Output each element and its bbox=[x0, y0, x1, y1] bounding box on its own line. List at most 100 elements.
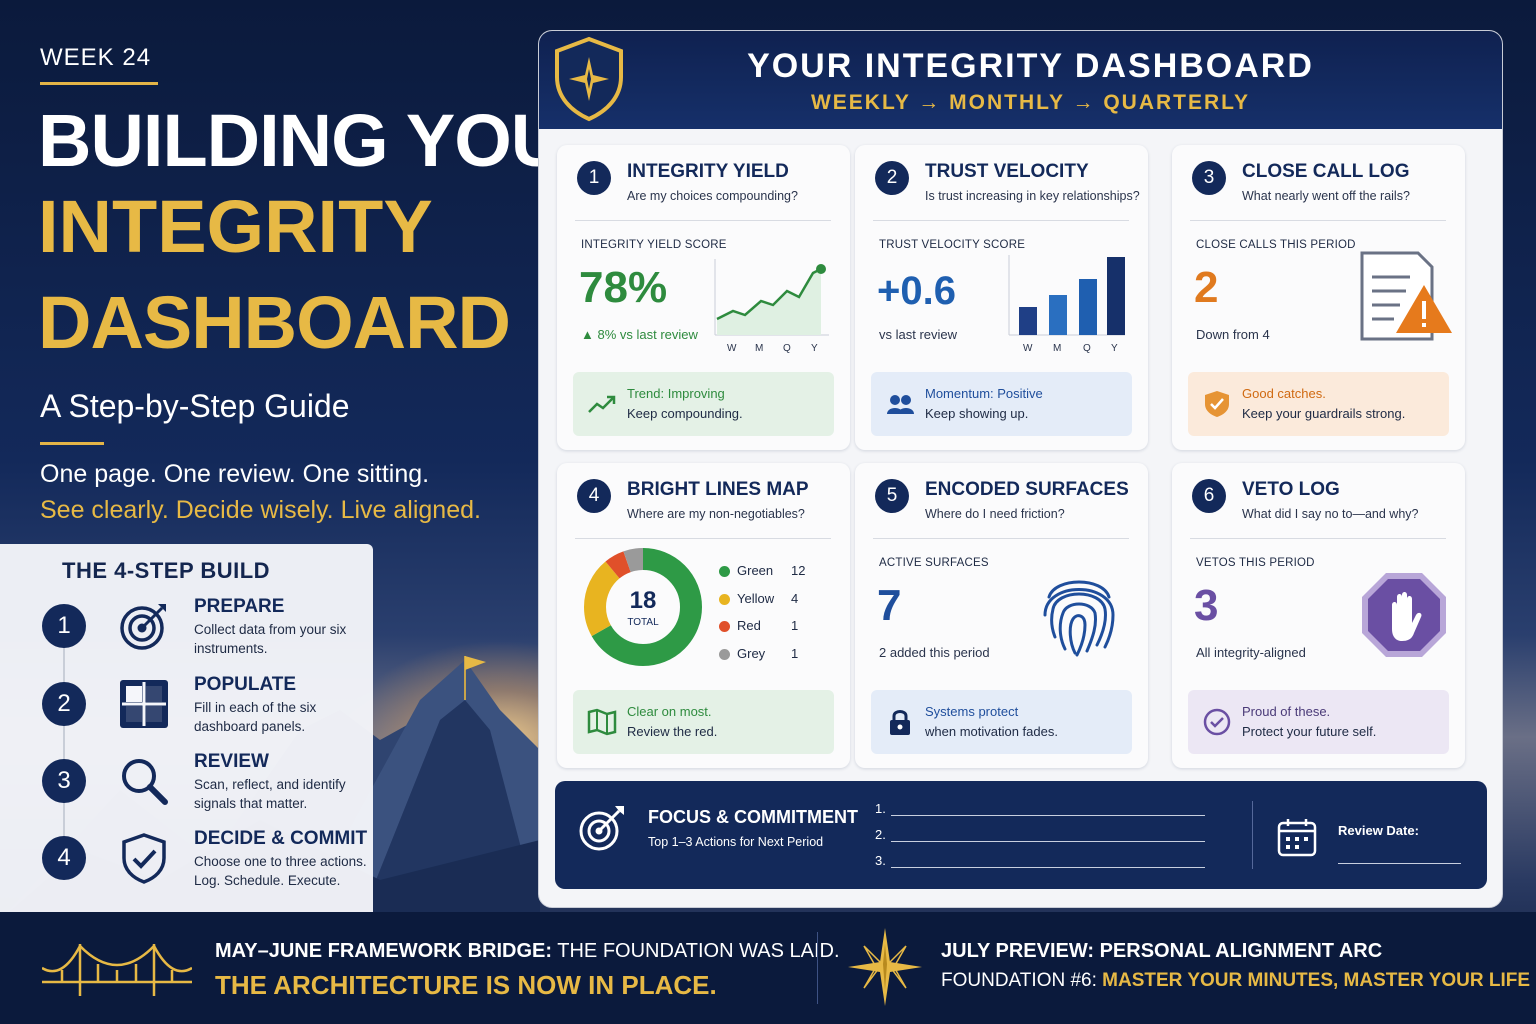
tick-label: Y bbox=[811, 343, 818, 353]
step-description: Fill in each of the six dashboard panels… bbox=[194, 700, 317, 734]
card-footer: Clear on most. Review the red. bbox=[573, 690, 834, 754]
legend-item: Red 1 bbox=[719, 618, 831, 638]
footer-advice: Keep your guardrails strong. bbox=[1242, 406, 1406, 421]
action-line-2[interactable]: 2. bbox=[875, 827, 1210, 847]
card-integrity-yield: 1 INTEGRITY YIELD Are my choices compoun… bbox=[557, 145, 850, 450]
trend-up-icon bbox=[588, 395, 616, 413]
footer-status: Momentum: Positive bbox=[925, 386, 1043, 401]
stop-hand-icon bbox=[1362, 573, 1446, 657]
metric-label: TRUST VELOCITY SCORE bbox=[879, 239, 1026, 251]
card-encoded-surfaces: 5 ENCODED SURFACES Where do I need frict… bbox=[855, 463, 1148, 768]
write-line bbox=[891, 841, 1205, 842]
card-divider bbox=[873, 538, 1129, 539]
step-heading: DECIDE & COMMIT bbox=[194, 828, 368, 849]
footer-advice: Protect your future self. bbox=[1242, 724, 1377, 739]
tick-label: M bbox=[1053, 343, 1061, 353]
legend-item: Grey 1 bbox=[719, 646, 831, 666]
card-question: What nearly went off the rails? bbox=[1242, 189, 1410, 203]
action-line-1[interactable]: 1. bbox=[875, 801, 1210, 821]
step-number: 1 bbox=[42, 604, 86, 648]
tagline-1: One page. One review. One sitting. bbox=[40, 460, 430, 488]
review-date-field[interactable] bbox=[1338, 863, 1461, 864]
card-number: 5 bbox=[875, 479, 909, 513]
footer-status: Trend: Improving bbox=[627, 386, 725, 401]
dashboard-cadence: WEEKLY → MONTHLY → QUARTERLY bbox=[810, 91, 1251, 114]
target-icon bbox=[579, 806, 624, 851]
card-divider bbox=[1190, 538, 1446, 539]
week-label: WEEK 24 bbox=[40, 44, 152, 71]
card-footer: Systems protect when motivation fades. bbox=[871, 690, 1132, 754]
card-number: 4 bbox=[577, 479, 611, 513]
card-number: 1 bbox=[577, 161, 611, 195]
tick-label: Q bbox=[1083, 343, 1091, 353]
legend-swatch bbox=[719, 648, 730, 660]
write-line bbox=[891, 815, 1205, 816]
metric-value: 3 bbox=[1194, 581, 1219, 630]
footer-advice: Keep compounding. bbox=[627, 406, 743, 421]
step-description: Choose one to three actions. Log. Schedu… bbox=[194, 854, 367, 888]
footer-bar: MAY–JUNE FRAMEWORK BRIDGE: THE FOUNDATIO… bbox=[0, 912, 1536, 1024]
metric-value: 78% bbox=[579, 263, 668, 312]
trust-bar-chart: W M Q Y bbox=[1008, 255, 1125, 353]
card-question: Are my choices compounding? bbox=[627, 189, 798, 203]
footer-advice: when motivation fades. bbox=[925, 724, 1058, 739]
footer-advice: Review the red. bbox=[627, 724, 718, 739]
hero-subtitle: A Step-by-Step Guide bbox=[40, 388, 350, 424]
dashboard-panel: YOUR INTEGRITY DASHBOARD WEEKLY → MONTHL… bbox=[538, 30, 1503, 908]
legend-value: 1 bbox=[791, 645, 799, 661]
footer-divider bbox=[817, 932, 818, 1004]
write-line bbox=[891, 867, 1205, 868]
legend-value: 1 bbox=[791, 618, 799, 633]
focus-divider bbox=[1252, 801, 1253, 869]
card-title: CLOSE CALL LOG bbox=[1242, 161, 1410, 182]
card-divider bbox=[575, 538, 831, 539]
focus-title: FOCUS & COMMITMENT bbox=[648, 807, 858, 827]
line-number: 1. bbox=[875, 801, 886, 816]
bridge-heading: MAY–JUNE FRAMEWORK BRIDGE: bbox=[215, 940, 553, 962]
tick-label: W bbox=[727, 343, 737, 353]
metric-value: +0.6 bbox=[877, 269, 956, 313]
action-line-3[interactable]: 3. bbox=[875, 853, 1210, 873]
foundation-title: MASTER YOUR MINUTES, MASTER YOUR LIFE bbox=[1102, 970, 1531, 991]
step-heading: REVIEW bbox=[194, 751, 269, 772]
legend-name: Yellow bbox=[737, 590, 775, 606]
review-date-label: Review Date: bbox=[1338, 823, 1419, 838]
card-number: 2 bbox=[875, 161, 909, 195]
tagline-2: See clearly. Decide wisely. Live aligned… bbox=[40, 496, 481, 524]
bridge-line-1: MAY–JUNE FRAMEWORK BRIDGE: THE FOUNDATIO… bbox=[215, 940, 840, 963]
card-question: Where are my non-negotiables? bbox=[627, 507, 805, 521]
legend-item: Yellow 4 bbox=[719, 591, 831, 611]
metric-label: CLOSE CALLS THIS PERIOD bbox=[1196, 239, 1356, 251]
card-bright-lines-map: 4 BRIGHT LINES MAP Where are my non-nego… bbox=[557, 463, 850, 768]
step-decide-commit: 4 DECIDE & COMMIT Choose one to three ac… bbox=[42, 828, 372, 908]
people-icon bbox=[887, 395, 914, 414]
metric-value: 2 bbox=[1194, 263, 1219, 312]
title-line-2: INTEGRITY bbox=[38, 185, 433, 268]
step-populate: 2 POPULATE Fill in each of the six dashb… bbox=[42, 674, 372, 754]
card-divider bbox=[873, 220, 1129, 221]
tick-label: M bbox=[755, 343, 763, 353]
week-underline bbox=[40, 82, 158, 85]
card-question: Is trust increasing in key relationships… bbox=[925, 189, 1140, 203]
tick-label: Y bbox=[1111, 343, 1118, 353]
title-line-3: DASHBOARD bbox=[38, 281, 511, 364]
target-icon bbox=[120, 604, 166, 650]
card-number: 6 bbox=[1192, 479, 1226, 513]
title-line-1: BUILDING YOUR bbox=[38, 99, 617, 182]
card-divider bbox=[575, 220, 831, 221]
legend-swatch bbox=[719, 566, 730, 577]
bridge-line-2: THE ARCHITECTURE IS NOW IN PLACE. bbox=[215, 970, 717, 1000]
steps-title: THE 4-STEP BUILD bbox=[62, 558, 271, 583]
dashboard-header: YOUR INTEGRITY DASHBOARD WEEKLY → MONTHL… bbox=[539, 31, 1502, 129]
focus-commitment-bar: FOCUS & COMMITMENT Top 1–3 Actions for N… bbox=[555, 781, 1487, 889]
metric-label: INTEGRITY YIELD SCORE bbox=[581, 239, 727, 251]
metric-note: ▲ 8% vs last review bbox=[581, 327, 698, 342]
step-description: Collect data from your six instruments. bbox=[194, 622, 347, 656]
step-number: 3 bbox=[42, 759, 86, 803]
subtitle-divider bbox=[40, 442, 104, 445]
card-question: Where do I need friction? bbox=[925, 507, 1065, 521]
card-title: BRIGHT LINES MAP bbox=[627, 479, 809, 500]
step-number: 2 bbox=[42, 682, 86, 726]
card-footer: Momentum: Positive Keep showing up. bbox=[871, 372, 1132, 436]
card-footer: Good catches. Keep your guardrails stron… bbox=[1188, 372, 1449, 436]
